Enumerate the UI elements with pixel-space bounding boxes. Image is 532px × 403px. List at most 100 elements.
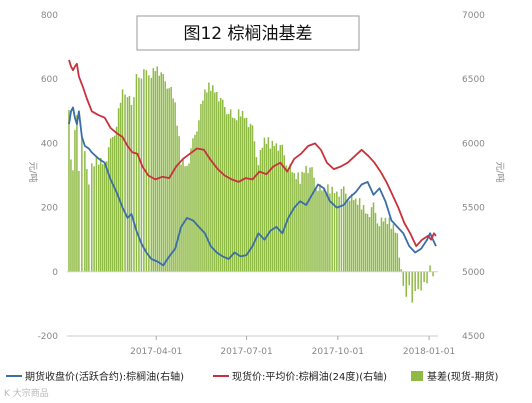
basis-bar	[223, 107, 226, 272]
basis-bar	[130, 104, 133, 272]
basis-bar	[289, 163, 291, 272]
basis-bar	[124, 94, 126, 272]
basis-bar	[426, 271, 428, 284]
x-tick-label: 2017-04-01	[130, 347, 182, 357]
basis-bar	[372, 202, 375, 272]
basis-bar	[338, 196, 340, 272]
basis-bar	[340, 188, 343, 272]
basis-bar	[273, 145, 276, 272]
basis-bar	[245, 117, 248, 272]
basis-bar	[180, 164, 182, 272]
basis-bar	[190, 148, 192, 272]
basis-bar	[174, 102, 176, 272]
basis-bar	[70, 159, 72, 272]
basis-bar	[74, 129, 76, 272]
basis-bar	[95, 156, 98, 272]
basis-bar	[235, 120, 238, 272]
basis-bar	[432, 271, 434, 277]
basis-bar	[291, 172, 293, 272]
basis-bar	[343, 186, 345, 272]
right-axis-label: 元/吨	[494, 161, 506, 182]
basis-bar	[212, 85, 214, 272]
futures-price-line	[68, 106, 437, 267]
basis-bar	[263, 137, 266, 272]
basis-bar	[374, 212, 377, 272]
basis-bar	[354, 198, 357, 272]
left-tick-label: 400	[41, 139, 58, 149]
legend: 期货收盘价(活跃合约):棕榈油(右轴) 现货价:平均价:棕榈油(24度)(右轴)…	[6, 370, 499, 383]
basis-bar	[135, 74, 138, 272]
basis-bar	[261, 147, 264, 272]
basis-bar	[265, 143, 268, 272]
basis-bar	[293, 172, 295, 272]
basis-bar	[429, 265, 431, 272]
basis-bar	[109, 138, 112, 272]
basis-bar	[204, 89, 206, 272]
basis-bar	[311, 167, 313, 272]
basis-bar	[160, 72, 162, 272]
basis-bar	[333, 193, 336, 272]
basis-bar	[405, 271, 408, 297]
basis-bar	[356, 204, 359, 272]
basis-bar	[178, 136, 180, 272]
basis-bar	[420, 271, 422, 291]
basis-bar	[346, 200, 349, 272]
basis-bar	[188, 163, 190, 272]
basis-bar	[360, 209, 363, 272]
spot-price-line	[68, 59, 437, 248]
basis-bar	[313, 177, 315, 272]
basis-bar	[352, 200, 355, 272]
basis-bar	[417, 271, 419, 290]
basis-bar	[200, 104, 202, 272]
left-tick-label: 600	[41, 75, 58, 85]
basis-bar	[408, 271, 410, 286]
basis-bar	[237, 109, 240, 272]
basis-bar	[370, 207, 373, 272]
basis-bar	[281, 144, 284, 272]
x-tick-label: 2017-07-01	[220, 347, 272, 357]
basis-bar	[117, 108, 120, 272]
lines-layer	[68, 59, 437, 267]
basis-bar	[331, 186, 333, 272]
basis-bar	[257, 165, 260, 272]
basis-bar	[305, 165, 307, 272]
basis-bar	[154, 71, 157, 272]
basis-bar	[243, 118, 246, 272]
basis-bar	[299, 183, 301, 272]
basis-bar	[382, 221, 385, 272]
basis-bar	[107, 147, 110, 272]
basis-bar	[72, 170, 74, 272]
basis-bar	[208, 82, 210, 272]
right-tick-label: 6500	[462, 75, 485, 85]
basis-bar	[350, 193, 353, 272]
basis-bar	[400, 269, 403, 272]
right-tick-label: 6000	[462, 139, 485, 149]
right-tick-label: 4500	[462, 332, 485, 342]
basis-bar	[380, 217, 383, 272]
basis-bar	[275, 143, 278, 272]
basis-bar	[285, 165, 287, 272]
basis-bar	[277, 150, 280, 272]
basis-bar	[133, 97, 135, 272]
basis-bar	[414, 271, 416, 292]
basis-bar	[156, 66, 159, 272]
basis-bar	[103, 162, 106, 272]
left-axis-label: 元/吨	[27, 161, 39, 182]
basis-bar	[411, 271, 413, 303]
basis-bar	[162, 74, 164, 272]
basis-bar	[138, 77, 140, 272]
basis-bar	[184, 166, 186, 272]
basis-bar	[192, 138, 194, 272]
x-tick-label: 2017-10-01	[312, 347, 364, 357]
watermark: K 大宗商品	[4, 387, 49, 399]
basis-bar	[384, 217, 387, 272]
basis-bar	[229, 109, 232, 272]
basis-bar	[68, 110, 70, 272]
basis-bar	[148, 75, 150, 272]
basis-bar	[97, 164, 100, 272]
basis-bar	[210, 90, 212, 272]
basis-bar	[386, 224, 389, 272]
basis-bar	[88, 184, 90, 272]
basis-bar	[325, 193, 327, 272]
